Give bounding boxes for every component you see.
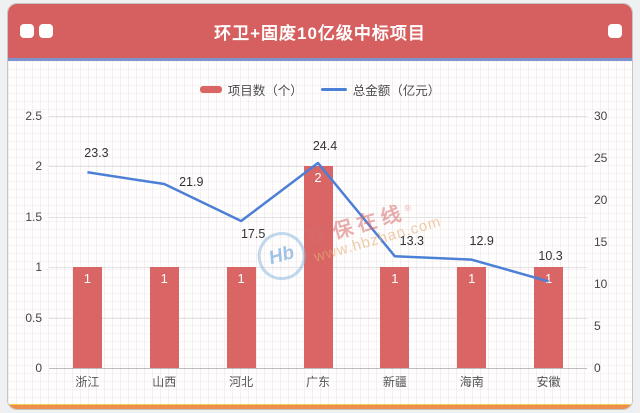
- left-axis-tick-label: 0: [35, 361, 42, 375]
- category-label: 广东: [305, 375, 331, 389]
- bar-value-label: 1: [544, 271, 553, 287]
- bar: [534, 267, 564, 368]
- line-data-label: 10.3: [538, 249, 563, 264]
- bar: [303, 166, 333, 368]
- right-axis-tick-label: 5: [594, 319, 601, 333]
- line-data-label: 12.9: [469, 233, 494, 248]
- bar-series-swatch-icon: [199, 86, 222, 93]
- line-data-label: 17.5: [240, 227, 266, 241]
- category-label: 浙江: [75, 375, 100, 389]
- decoration-square-icon: [608, 24, 622, 38]
- left-axis-tick-label: 0.5: [25, 310, 42, 325]
- bar: [457, 267, 487, 368]
- line-data-label: 24.4: [312, 139, 338, 154]
- bar: [72, 267, 102, 368]
- chart-legend: 项目数（个） 总金额（亿元）: [8, 80, 632, 99]
- line-data-label: 13.3: [399, 234, 425, 249]
- registered-mark-icon: ®: [403, 202, 413, 214]
- category-label: 海南: [459, 375, 484, 389]
- bar-value-label: 1: [83, 271, 92, 287]
- right-axis-tick-label: 20: [594, 193, 608, 207]
- legend-item-line: 总金额（亿元）: [320, 80, 441, 99]
- left-axis-tick-label: 2.5: [25, 109, 42, 123]
- bar: [149, 267, 179, 368]
- category-label: 新疆: [382, 375, 407, 389]
- line-data-label: 23.3: [84, 146, 109, 161]
- right-axis-tick-label: 25: [594, 151, 608, 165]
- right-axis-tick-label: 15: [594, 235, 608, 249]
- line-data-label: 21.9: [179, 175, 204, 190]
- right-axis-tick-label: 0: [594, 361, 601, 375]
- left-axis-tick-label: 1: [35, 260, 42, 275]
- category-label: 山西: [152, 375, 177, 389]
- decoration-square-icon: [39, 24, 53, 38]
- left-axis-tick-label: 1.5: [25, 209, 42, 224]
- legend-item-bar: 项目数（个）: [199, 80, 303, 99]
- right-axis-tick-label: 10: [594, 277, 608, 291]
- chart-body: 项目数（个） 总金额（亿元） 0 0.5 1 1.5 2 2.5 0 5 10 15 20 25 30 1…: [8, 61, 632, 409]
- line-series-swatch-icon: [320, 88, 347, 91]
- bar-value-label: 1: [160, 271, 168, 287]
- chart-title: 环卫+固废10亿级中标项目: [214, 23, 426, 43]
- bar-value-label: 2: [314, 170, 322, 186]
- header-accent-line: [8, 58, 632, 61]
- legend-label: 项目数（个）: [227, 84, 303, 98]
- bar: [380, 267, 410, 368]
- chart-card: 环卫+固废10亿级中标项目 项目数（个） 总金额（亿元） 0 0.5 1 1.5 2 2.…: [7, 3, 633, 410]
- decoration-square-icon: [20, 24, 34, 38]
- right-axis-tick-label: 30: [594, 109, 608, 123]
- legend-label: 总金额（亿元）: [352, 84, 441, 98]
- bottom-accent-stripe: [8, 404, 632, 409]
- bar: [226, 267, 256, 368]
- card-header: 环卫+固废10亿级中标项目: [8, 4, 632, 58]
- category-label: 安徽: [536, 375, 561, 389]
- bar-value-label: 1: [468, 271, 476, 287]
- left-axis-tick-label: 2: [35, 159, 42, 174]
- x-axis-line: [49, 368, 587, 369]
- bar-value-label: 1: [391, 271, 399, 287]
- category-label: 河北: [229, 375, 254, 389]
- bar-value-label: 1: [237, 271, 245, 287]
- grid-line: [49, 116, 587, 117]
